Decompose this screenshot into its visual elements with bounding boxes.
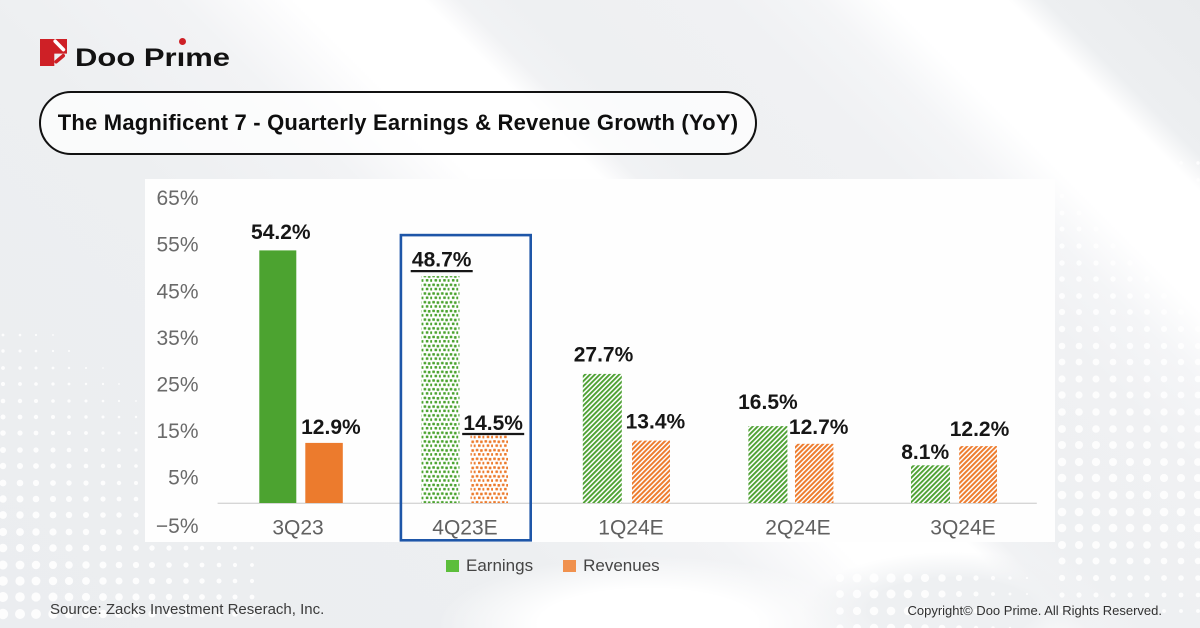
svg-text:3Q24E: 3Q24E [930, 517, 995, 540]
svg-text:3Q23: 3Q23 [272, 517, 323, 540]
svg-text:8.1%: 8.1% [901, 441, 949, 464]
svg-text:48.7%: 48.7% [412, 249, 472, 272]
svg-text:55%: 55% [156, 234, 198, 257]
svg-text:12.2%: 12.2% [950, 418, 1010, 441]
svg-text:12.7%: 12.7% [789, 416, 849, 439]
svg-text:14.5%: 14.5% [463, 412, 523, 435]
svg-text:25%: 25% [156, 374, 198, 397]
svg-text:2Q24E: 2Q24E [765, 517, 830, 540]
svg-text:13.4%: 13.4% [626, 411, 686, 434]
svg-text:54.2%: 54.2% [251, 221, 311, 244]
svg-text:4Q23E: 4Q23E [432, 517, 497, 540]
svg-text:27.7%: 27.7% [574, 344, 634, 367]
svg-text:45%: 45% [156, 280, 198, 303]
svg-text:35%: 35% [156, 327, 198, 350]
svg-text:65%: 65% [156, 187, 198, 210]
svg-text:−5%: −5% [156, 515, 199, 538]
svg-text:1Q24E: 1Q24E [598, 517, 663, 540]
svg-text:5%: 5% [168, 467, 198, 490]
svg-text:16.5%: 16.5% [738, 391, 798, 414]
svg-text:15%: 15% [156, 420, 198, 443]
svg-text:12.9%: 12.9% [301, 416, 361, 439]
